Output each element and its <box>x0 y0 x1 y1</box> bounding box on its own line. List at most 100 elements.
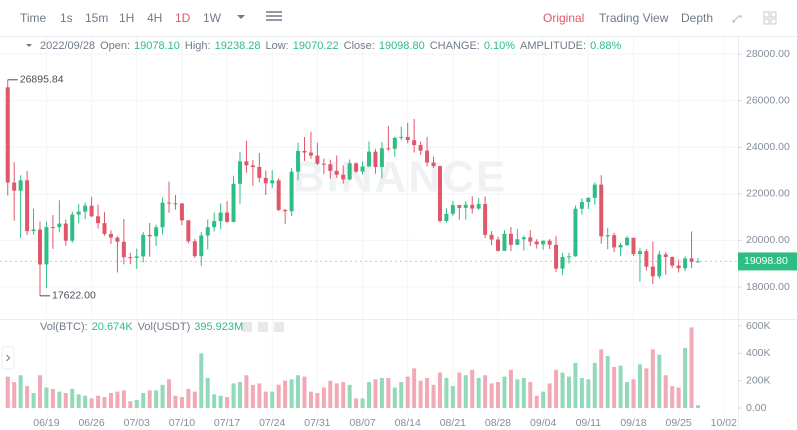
candle-body <box>392 137 397 149</box>
legend-value: 19078.10 <box>134 40 180 52</box>
legend-row: 2022/09/28 Open: 19078.10 High: 19238.28 Low:… <box>40 40 621 52</box>
side-button[interactable] <box>1 346 15 370</box>
volume-bar <box>425 377 430 409</box>
interval-tab[interactable]: 1s <box>60 11 73 25</box>
volume-bar <box>463 375 468 409</box>
interval-tab[interactable]: 4H <box>147 11 163 25</box>
volume-bar <box>44 387 49 409</box>
volume-bar <box>244 375 249 409</box>
candle-body <box>612 235 617 248</box>
volume-bar <box>592 362 597 409</box>
candle-body <box>483 204 488 235</box>
candle-body <box>379 148 384 168</box>
candle-body <box>141 234 146 257</box>
volume-bar <box>496 382 501 409</box>
volume-bar <box>5 376 10 409</box>
candle-body <box>154 227 159 237</box>
candle-body <box>167 202 172 204</box>
candle-body <box>179 203 184 221</box>
x-tick-label: 07/31 <box>304 417 330 429</box>
volume-bar <box>121 390 126 409</box>
view-tab[interactable]: Original <box>543 11 585 25</box>
volume-bar <box>689 327 694 409</box>
candle-body <box>373 151 378 168</box>
candle-body <box>663 254 668 258</box>
y-tick-label: 18000.00 <box>746 281 790 293</box>
volume-bar <box>470 369 475 409</box>
indicator-icons[interactable] <box>242 322 284 332</box>
volume-bar <box>354 398 359 409</box>
legend-label: AMPLITUDE: <box>520 40 587 52</box>
expand-icon[interactable] <box>732 15 742 23</box>
volume-bar <box>250 384 255 409</box>
volume-bar <box>212 394 217 409</box>
x-tick-label: 08/14 <box>395 417 421 429</box>
volume-bar <box>450 386 455 409</box>
volume-bar <box>237 382 242 409</box>
side-button-arrow <box>6 354 11 362</box>
candle-body <box>618 245 623 248</box>
candle-body <box>534 241 539 245</box>
candle-body <box>276 180 281 210</box>
interval-tab[interactable]: 1W <box>203 11 221 25</box>
legend-value: 0.88% <box>590 40 622 52</box>
candle-body <box>121 241 126 258</box>
y-tick-label: 400K <box>746 347 771 359</box>
legend-label: CHANGE: <box>429 40 480 52</box>
volume-bar <box>63 392 68 409</box>
volume-bar <box>502 376 507 409</box>
candle-body <box>360 166 365 172</box>
candle-body <box>302 150 307 153</box>
volume-bar <box>515 379 520 409</box>
volume-bar <box>25 386 30 409</box>
candle-body <box>631 237 636 255</box>
y-tick-label: 600K <box>746 320 771 332</box>
interval-tab[interactable]: 1H <box>119 11 135 25</box>
volume-bar <box>612 367 617 409</box>
candle-body <box>218 212 223 222</box>
legend-row: Vol(BTC): 20.674K Vol(USDT) 395.923M <box>40 321 243 333</box>
volume-bar <box>341 382 346 409</box>
candle-body <box>547 240 552 245</box>
x-tick-label: 08/28 <box>485 417 511 429</box>
volume-bar <box>186 388 191 409</box>
candle-body <box>250 165 255 168</box>
candle-body <box>457 205 462 208</box>
more-intervals[interactable] <box>237 15 245 19</box>
volume-bar <box>257 383 262 409</box>
x-tick-label: 09/11 <box>576 417 602 429</box>
volume-bar <box>89 398 94 409</box>
interval-tab[interactable]: Time <box>20 11 47 25</box>
settings-icon[interactable] <box>266 11 282 21</box>
candle-body <box>508 233 513 245</box>
candle-body <box>12 182 17 191</box>
legend-date: 2022/09/28 <box>40 40 96 52</box>
candle-body <box>637 251 642 255</box>
candle-body <box>586 197 591 203</box>
collapse-toggle[interactable] <box>26 44 32 47</box>
layout-icon[interactable] <box>763 11 777 25</box>
candle-body <box>625 237 630 246</box>
view-tab[interactable]: Trading View <box>599 11 669 25</box>
volume-bar <box>289 379 294 409</box>
candle-body <box>25 180 30 232</box>
interval-tab[interactable]: 1D <box>175 11 191 25</box>
candle-body <box>347 163 352 180</box>
candle-body <box>560 256 565 269</box>
volume-bar <box>554 369 559 409</box>
volume-bar <box>108 392 113 409</box>
interval-tab[interactable]: 15m <box>85 11 109 25</box>
y-tick-label: 22000.00 <box>746 188 790 200</box>
candle-body <box>31 229 36 232</box>
legend-label: Vol(BTC): <box>40 321 88 333</box>
candle-body <box>689 258 694 262</box>
candle-body <box>212 221 217 228</box>
candle-body <box>334 170 339 175</box>
view-tab[interactable]: Depth <box>681 11 714 25</box>
volume-bar <box>573 362 578 409</box>
volume-bar <box>199 353 204 409</box>
candle-body <box>96 216 101 224</box>
volume-bar <box>560 372 565 409</box>
watermark: BINANCE <box>293 153 507 202</box>
